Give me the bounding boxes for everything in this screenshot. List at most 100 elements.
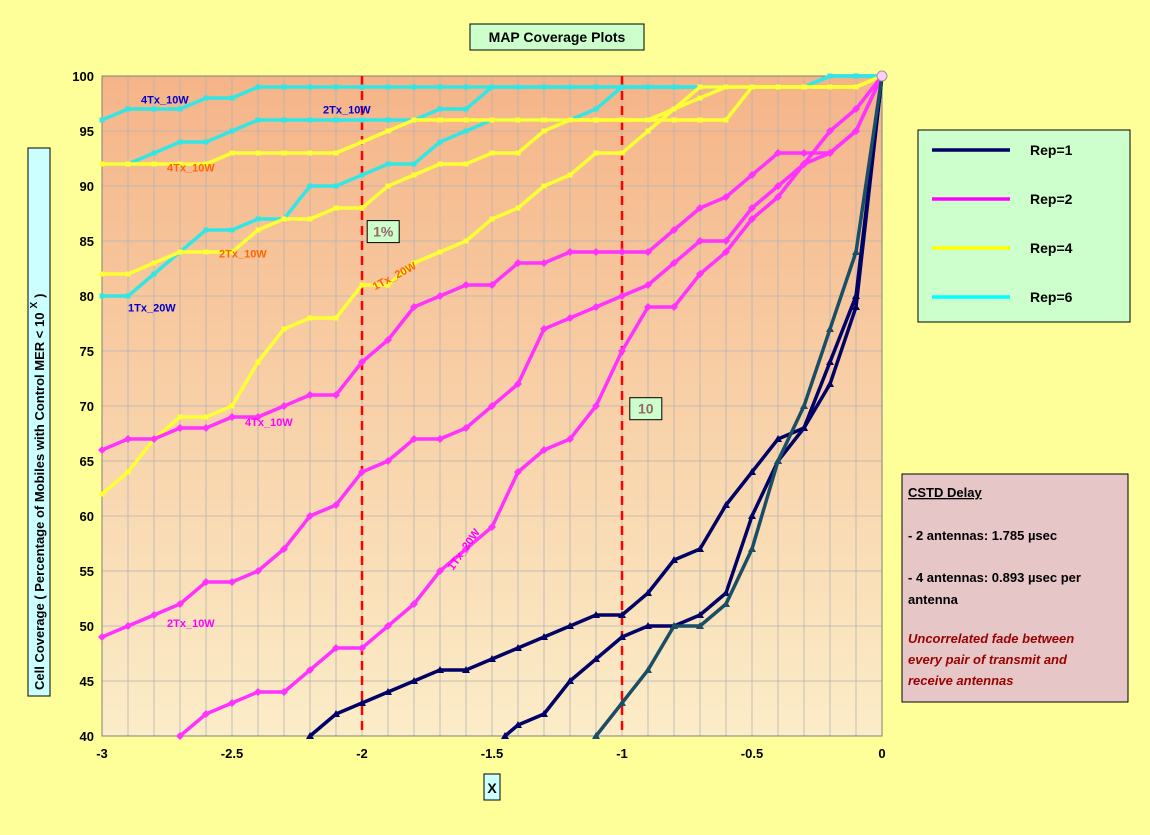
data-point xyxy=(567,84,573,90)
data-point xyxy=(774,193,782,201)
data-point xyxy=(853,73,859,79)
data-point xyxy=(723,84,729,90)
data-point xyxy=(696,204,704,212)
data-point xyxy=(229,128,235,134)
data-point xyxy=(488,281,496,289)
data-point xyxy=(151,106,157,112)
data-point xyxy=(385,117,391,123)
data-point xyxy=(644,303,652,311)
reference-label: 10 xyxy=(638,401,654,417)
data-point xyxy=(722,237,730,245)
data-point xyxy=(644,622,652,629)
x-tick-label: -3 xyxy=(96,746,108,761)
data-point xyxy=(333,205,339,211)
data-point xyxy=(696,237,704,245)
data-point xyxy=(670,226,678,234)
data-point xyxy=(593,106,599,112)
data-point xyxy=(748,171,756,179)
data-point xyxy=(150,611,158,619)
data-point xyxy=(541,128,547,134)
data-point xyxy=(177,414,183,420)
info-note-1: Uncorrelated fade between xyxy=(908,631,1074,646)
data-point xyxy=(255,150,261,156)
data-point xyxy=(827,73,833,79)
data-point xyxy=(515,205,521,211)
data-point xyxy=(281,150,287,156)
data-point xyxy=(254,688,262,696)
data-point xyxy=(254,567,262,575)
data-point xyxy=(593,117,599,123)
data-point xyxy=(462,424,470,432)
y-tick-label: 90 xyxy=(80,179,94,194)
series-rep-1 xyxy=(592,72,886,739)
y-tick-label: 75 xyxy=(80,344,94,359)
y-axis-label: Cell Coverage ( Percentage of Mobiles wi… xyxy=(29,294,47,690)
data-point xyxy=(722,248,730,256)
data-point xyxy=(384,457,392,465)
data-point xyxy=(436,292,444,300)
info-line-2b: antenna xyxy=(908,592,959,607)
data-point xyxy=(566,435,574,443)
data-point xyxy=(645,117,651,123)
data-point xyxy=(671,117,677,123)
data-point xyxy=(358,358,366,366)
data-point xyxy=(228,413,236,421)
data-point xyxy=(645,128,651,134)
data-point xyxy=(671,106,677,112)
data-point xyxy=(722,193,730,201)
data-point xyxy=(852,292,860,299)
info-box xyxy=(901,473,1129,703)
origin-point xyxy=(876,70,888,82)
data-point xyxy=(151,271,157,277)
data-point xyxy=(280,545,288,553)
legend-label: Rep=4 xyxy=(1030,240,1073,256)
series-annotation: 4Tx_10W xyxy=(245,417,293,429)
data-point xyxy=(515,117,521,123)
title-box xyxy=(469,23,645,51)
series-annotation: 2Tx_10W xyxy=(167,618,215,630)
data-point xyxy=(177,161,183,167)
data-point xyxy=(280,688,288,696)
data-point xyxy=(800,160,808,168)
data-point xyxy=(229,150,235,156)
x-tick-label: -1 xyxy=(616,746,628,761)
data-point xyxy=(254,413,262,421)
data-point xyxy=(436,666,444,673)
data-point xyxy=(98,633,106,641)
data-point xyxy=(514,468,522,476)
data-point xyxy=(202,578,210,586)
data-point xyxy=(255,227,261,233)
legend-label: Rep=2 xyxy=(1030,191,1073,207)
reference-lines xyxy=(360,76,624,736)
info-line-2a: - 4 antennas: 0.893 µsec per xyxy=(908,570,1081,585)
data-point xyxy=(697,84,703,90)
data-point xyxy=(99,293,105,299)
data-point xyxy=(281,326,287,332)
data-point xyxy=(514,644,522,651)
data-point xyxy=(514,721,522,728)
data-point xyxy=(827,84,833,90)
data-point xyxy=(826,149,834,157)
series-group xyxy=(98,70,888,740)
y-axis-ticks: 40 45 50 55 60 65 70 75 80 85 90 95 100 xyxy=(72,69,94,744)
series-line xyxy=(178,75,884,738)
data-point xyxy=(281,117,287,123)
y-axis-label-box xyxy=(27,147,51,697)
data-point xyxy=(462,281,470,289)
data-point xyxy=(307,117,313,123)
data-point xyxy=(255,117,261,123)
data-point xyxy=(410,600,418,608)
data-point xyxy=(176,732,184,740)
data-point xyxy=(229,227,235,233)
data-point xyxy=(696,545,704,552)
data-point xyxy=(618,633,626,640)
data-point xyxy=(151,161,157,167)
data-point xyxy=(384,688,392,695)
data-point xyxy=(488,655,496,662)
data-point xyxy=(463,238,469,244)
data-point xyxy=(566,248,574,256)
data-point xyxy=(644,666,652,673)
data-point xyxy=(748,512,756,519)
series-rep-2 xyxy=(98,72,886,641)
data-point xyxy=(774,457,782,464)
